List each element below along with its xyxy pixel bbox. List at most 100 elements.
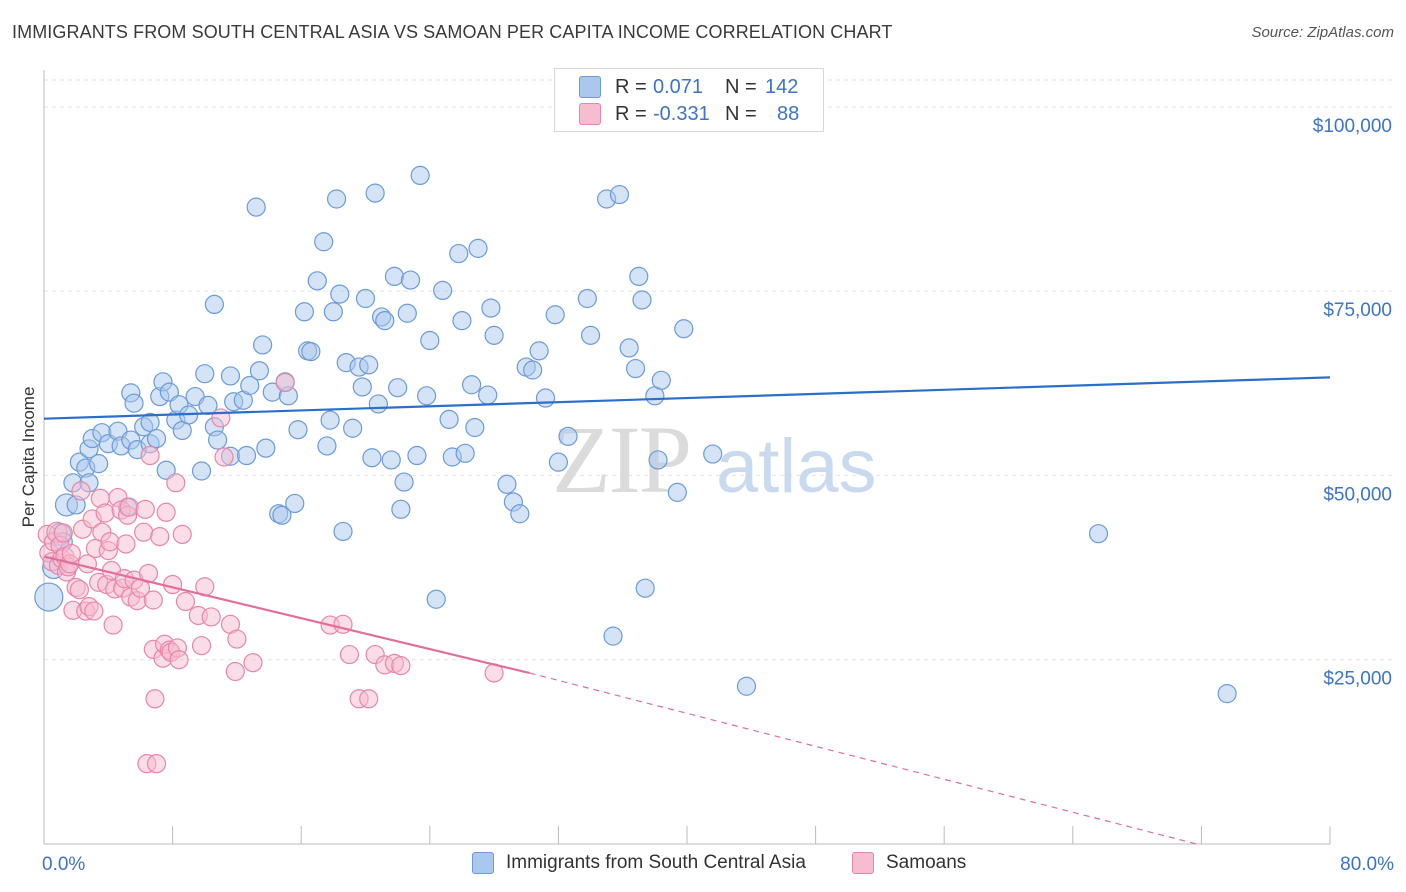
legend-n-value: 88 bbox=[777, 102, 800, 125]
data-point bbox=[320, 410, 340, 430]
data-point bbox=[143, 590, 163, 610]
data-point bbox=[703, 444, 723, 464]
data-point bbox=[339, 644, 360, 665]
data-point bbox=[146, 754, 167, 774]
data-point bbox=[201, 607, 221, 627]
stats-legend: R = 0.071 N = 142 R = -0.331 N = 88 bbox=[554, 68, 824, 132]
data-point bbox=[426, 589, 446, 609]
y-tick-label: $75,000 bbox=[1323, 300, 1392, 321]
data-point bbox=[548, 452, 569, 472]
data-point bbox=[410, 165, 430, 186]
data-point bbox=[580, 325, 601, 345]
data-point bbox=[84, 601, 104, 621]
data-point bbox=[317, 436, 337, 456]
data-point bbox=[510, 504, 530, 524]
data-point bbox=[333, 521, 353, 542]
data-point bbox=[249, 361, 270, 381]
data-point bbox=[330, 284, 350, 304]
legend-item-immigrants[interactable]: Immigrants from South Central Asia bbox=[472, 852, 806, 874]
chart-source: Source: ZipAtlas.com bbox=[1251, 24, 1394, 41]
data-point bbox=[497, 474, 517, 494]
data-point bbox=[103, 615, 123, 635]
data-point bbox=[326, 189, 347, 209]
data-point bbox=[95, 503, 115, 523]
tick-labels: $100,000 $75,000 $50,000 $25,000 0.0% 80.0% bbox=[42, 116, 1394, 875]
data-point bbox=[172, 524, 192, 545]
legend-n-label: N = bbox=[725, 102, 757, 125]
legend-r-label: R = bbox=[615, 75, 647, 98]
data-point bbox=[214, 447, 234, 467]
data-point bbox=[169, 650, 189, 670]
data-point bbox=[243, 653, 263, 673]
data-point bbox=[227, 629, 247, 649]
y-axis-label: Per Capita Income bbox=[19, 387, 38, 528]
data-point bbox=[211, 408, 231, 428]
y-tick-label: $50,000 bbox=[1323, 484, 1392, 505]
legend-n-label: N = bbox=[725, 75, 757, 98]
data-point bbox=[609, 184, 630, 205]
legend-n-value: 142 bbox=[765, 75, 799, 98]
x-tick-label-max: 80.0% bbox=[1340, 854, 1394, 875]
data-point bbox=[61, 543, 81, 564]
chart-title: IMMIGRANTS FROM SOUTH CENTRAL ASIA VS SA… bbox=[12, 22, 893, 42]
data-point bbox=[375, 311, 395, 331]
data-point bbox=[667, 482, 687, 502]
data-point bbox=[204, 294, 224, 315]
data-point bbox=[119, 497, 139, 517]
data-point bbox=[236, 445, 257, 466]
data-point bbox=[191, 461, 212, 481]
data-point bbox=[253, 335, 273, 355]
data-point bbox=[220, 366, 241, 386]
data-point bbox=[391, 656, 411, 676]
data-point bbox=[452, 311, 472, 331]
legend-swatch-blue bbox=[472, 852, 494, 874]
data-point bbox=[140, 412, 160, 432]
data-point bbox=[523, 360, 543, 380]
data-point bbox=[629, 266, 649, 286]
data-point bbox=[529, 341, 549, 361]
legend-r-value: -0.331 bbox=[653, 102, 710, 125]
data-point bbox=[484, 325, 504, 345]
data-point bbox=[416, 386, 437, 406]
data-point bbox=[359, 689, 379, 709]
data-point bbox=[400, 270, 421, 290]
series-immigrants-south-central-asia bbox=[34, 165, 1237, 704]
data-point bbox=[384, 266, 405, 286]
data-point bbox=[381, 450, 401, 470]
data-point bbox=[124, 393, 144, 413]
data-point bbox=[407, 445, 427, 466]
x-tick-label-min: 0.0% bbox=[42, 854, 85, 875]
legend-row-blue: R = 0.071 N = 142 bbox=[579, 74, 798, 100]
data-point bbox=[362, 448, 382, 468]
data-point bbox=[166, 473, 186, 493]
data-point bbox=[323, 302, 343, 322]
legend-swatch-blue bbox=[579, 76, 601, 98]
data-point bbox=[558, 426, 578, 446]
legend-label: Samoans bbox=[886, 852, 967, 873]
data-point bbox=[71, 481, 91, 501]
data-point bbox=[246, 197, 266, 217]
data-point bbox=[34, 582, 64, 612]
data-point bbox=[391, 499, 411, 519]
data-point bbox=[294, 302, 315, 322]
data-point bbox=[145, 689, 165, 709]
data-point bbox=[135, 499, 155, 519]
data-point bbox=[577, 288, 597, 309]
legend-row-pink: R = -0.331 N = 88 bbox=[579, 101, 799, 127]
legend-item-samoans[interactable]: Samoans bbox=[852, 852, 966, 874]
data-point bbox=[314, 232, 334, 252]
data-point bbox=[256, 438, 276, 458]
legend-r-label: R = bbox=[615, 102, 647, 125]
data-point bbox=[116, 534, 136, 554]
data-point bbox=[272, 505, 292, 525]
data-point bbox=[368, 394, 388, 414]
data-point bbox=[146, 428, 167, 449]
legend-swatch-pink bbox=[579, 103, 601, 125]
y-tick-label: $100,000 bbox=[1313, 116, 1392, 137]
data-point bbox=[674, 319, 694, 339]
data-point bbox=[465, 417, 485, 438]
data-point bbox=[635, 578, 655, 598]
data-point bbox=[481, 298, 501, 318]
gridlines bbox=[44, 79, 1392, 661]
